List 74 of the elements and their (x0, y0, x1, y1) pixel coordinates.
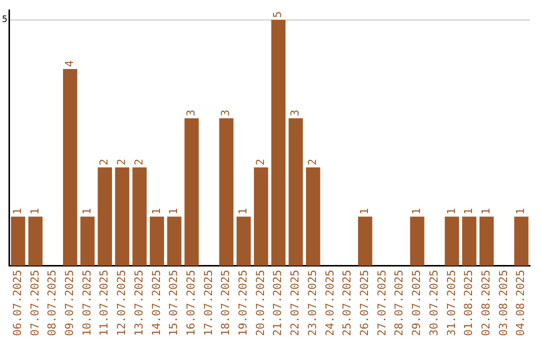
data-label: 2 (115, 158, 128, 166)
x-tick-label: 26.07.2025 (358, 270, 372, 336)
data-label: 1 (514, 208, 528, 215)
data-label: 1 (462, 208, 476, 215)
x-tick-label: 23.07.2025 (306, 270, 319, 336)
data-label: 2 (306, 158, 319, 166)
x-tick-label: 08.07.2025 (46, 270, 59, 336)
x-tick-label: 07.07.2025 (28, 270, 42, 336)
bar (514, 216, 528, 266)
data-label: 2 (254, 158, 267, 166)
bar (288, 118, 303, 266)
data-label: 1 (150, 208, 163, 215)
bar (63, 69, 78, 266)
data-label: 3 (219, 110, 232, 116)
bar (462, 216, 476, 266)
bar (28, 216, 43, 266)
data-label: 1 (10, 208, 24, 215)
x-tick-label: 14.07.2025 (150, 270, 163, 336)
data-label: 5 (271, 11, 284, 18)
data-label: 1 (410, 208, 424, 215)
bar (444, 216, 460, 266)
x-tick-label: 03.08.2025 (496, 270, 510, 336)
x-tick-label: 12.07.2025 (115, 270, 128, 336)
data-label: 4 (63, 60, 76, 68)
data-label: 1 (444, 208, 458, 215)
x-tick-label: 28.07.2025 (392, 270, 406, 336)
data-label: 1 (28, 208, 42, 215)
data-label: 1 (358, 208, 372, 215)
bar (306, 167, 320, 266)
x-tick-label: 30.07.2025 (427, 270, 440, 336)
x-tick-label: 11.07.2025 (98, 270, 111, 336)
bar (271, 20, 286, 266)
x-tick-label: 13.07.2025 (132, 270, 146, 336)
x-tick-label: 10.07.2025 (80, 270, 94, 336)
data-label: 1 (80, 208, 94, 215)
data-label: 1 (167, 208, 180, 215)
data-label: 3 (288, 110, 302, 116)
x-tick-label: 09.07.2025 (63, 270, 76, 336)
x-tick-label: 21.07.2025 (271, 270, 284, 336)
bar (150, 216, 164, 266)
x-tick-label: 29.07.2025 (410, 270, 424, 336)
bar (219, 118, 234, 266)
x-tick-label: 17.07.2025 (202, 270, 215, 336)
x-tick-label: 15.07.2025 (167, 270, 180, 336)
bar (98, 167, 112, 266)
bar (132, 167, 147, 266)
x-tick-label: 04.08.2025 (514, 270, 528, 336)
x-tick-label: 20.07.2025 (254, 270, 267, 336)
x-tick-label: 01.08.2025 (462, 270, 476, 336)
x-tick-label: 16.07.2025 (184, 270, 198, 336)
x-tick-label: 24.07.2025 (323, 270, 336, 336)
bar (358, 216, 372, 266)
x-tick-label: 31.07.2025 (444, 270, 458, 336)
bar (480, 216, 494, 266)
bar (410, 216, 424, 266)
bar (184, 118, 199, 266)
bar (10, 216, 26, 266)
bar (115, 167, 130, 266)
x-tick-label: 27.07.2025 (375, 270, 388, 336)
x-tick-label: 22.07.2025 (288, 270, 302, 336)
data-label: 1 (479, 208, 492, 215)
data-label: 1 (236, 208, 250, 215)
bar (254, 167, 268, 266)
data-label: 3 (184, 110, 198, 116)
x-tick-label: 06.07.2025 (10, 270, 24, 336)
data-label: 2 (132, 158, 146, 166)
bar (236, 216, 251, 266)
x-tick-label: 19.07.2025 (236, 270, 250, 336)
data-label: 2 (98, 158, 111, 166)
bar (167, 216, 182, 266)
bar (80, 216, 95, 266)
x-tick-label: 18.07.2025 (219, 270, 232, 336)
x-tick-label: 02.08.2025 (479, 270, 492, 336)
x-tick-label: 25.07.2025 (340, 270, 354, 336)
